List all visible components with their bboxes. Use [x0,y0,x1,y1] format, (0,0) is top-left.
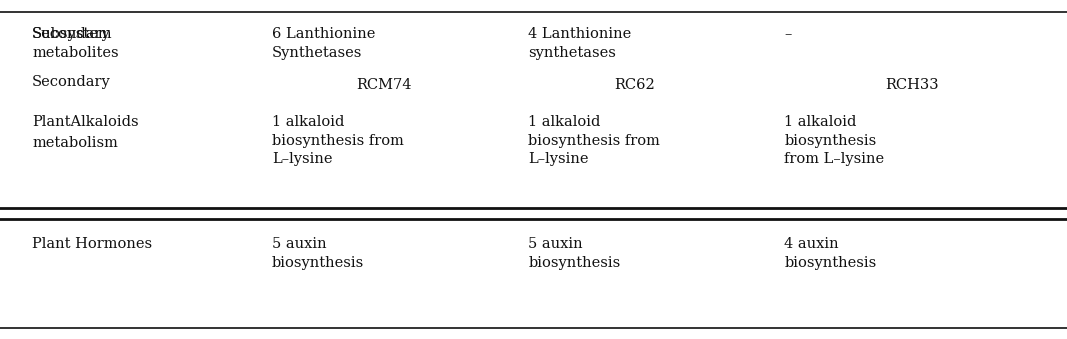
Text: 6 Lanthionine
Synthetases: 6 Lanthionine Synthetases [272,27,376,60]
Text: Plant Hormones: Plant Hormones [32,237,153,251]
Text: RCH33: RCH33 [886,78,939,92]
Text: 1 alkaloid
biosynthesis
from L–lysine: 1 alkaloid biosynthesis from L–lysine [784,115,885,166]
Text: 1 alkaloid
biosynthesis from
L–lysine: 1 alkaloid biosynthesis from L–lysine [528,115,660,166]
Text: –: – [784,27,792,41]
Text: RCM74: RCM74 [356,78,412,92]
Text: RC62: RC62 [615,78,655,92]
Text: 5 auxin
biosynthesis: 5 auxin biosynthesis [272,237,364,270]
Text: 4 Lanthionine
synthetases: 4 Lanthionine synthetases [528,27,632,60]
Text: 1 alkaloid
biosynthesis from
L–lysine: 1 alkaloid biosynthesis from L–lysine [272,115,404,166]
Text: 4 auxin
biosynthesis: 4 auxin biosynthesis [784,237,876,270]
Text: Subsystem: Subsystem [32,27,113,41]
Text: metabolism: metabolism [32,136,117,149]
Text: Secondary: Secondary [32,75,111,88]
Text: PlantAlkaloids: PlantAlkaloids [32,115,139,129]
Text: Secondary
metabolites: Secondary metabolites [32,27,118,60]
Text: 5 auxin
biosynthesis: 5 auxin biosynthesis [528,237,620,270]
